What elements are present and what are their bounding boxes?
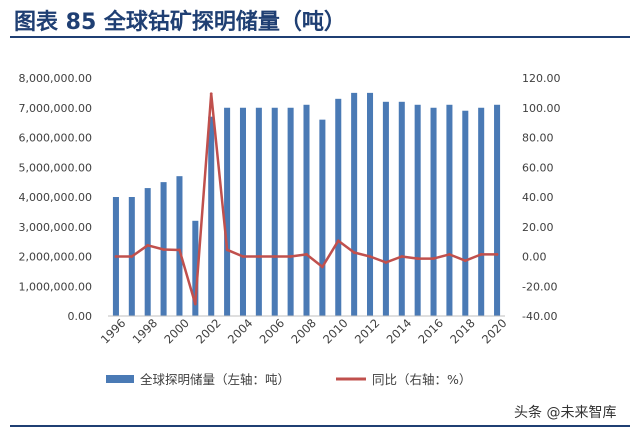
x-tick-label: 2002 [193,316,224,347]
legend-label-yoy: 同比（右轴：%） [372,372,471,387]
line-point-2011 [352,251,356,254]
line-point-2017 [448,253,451,256]
line-point-2005 [257,255,261,258]
x-tick-label: 2018 [447,316,478,347]
bar-2018 [462,110,469,316]
line-point-2018 [463,259,467,263]
line-point-2020 [495,253,499,256]
y-right-tick-label: 60.00 [522,161,554,174]
y-right-tick-label: 40.00 [522,191,554,204]
x-tick-label: 2008 [288,316,319,347]
y-right-tick-label: 0.00 [522,251,547,264]
bar-2001 [192,220,199,316]
line-point-2010 [336,239,340,243]
bar-2008 [303,104,310,317]
bar-2016 [430,107,437,316]
x-tick-label: 2014 [384,316,415,347]
line-point-2012 [368,255,372,258]
line-point-1998 [146,243,150,247]
line-point-2001 [193,302,197,306]
watermark: 头条 @未来智库 [514,405,617,421]
y-right-tick-label: 100.00 [522,102,561,115]
bar-2002 [208,116,215,316]
y-right-tick-label: 120.00 [522,72,561,85]
bar-2017 [446,104,453,317]
bar-2013 [382,101,389,316]
bar-2006 [271,107,278,316]
legend-swatch-reserves [106,375,134,383]
y-left-tick-label: 6,000,000.00 [19,132,92,145]
bar-2007 [287,107,294,316]
x-tick-label: 2000 [161,316,192,347]
x-tick-label: 1996 [98,316,129,347]
line-point-2007 [289,255,293,258]
line-point-1996 [114,255,118,258]
bar-2015 [414,104,421,317]
line-point-2003 [225,248,229,252]
bar-2005 [255,107,262,316]
bar-2009 [319,119,326,317]
x-tick-label: 2020 [479,316,510,347]
line-point-2004 [241,255,245,258]
line-point-2002 [209,92,213,96]
line-point-2019 [479,253,483,256]
x-tick-label: 2004 [225,316,256,347]
bar-2019 [478,107,485,316]
y-left-tick-label: 5,000,000.00 [19,161,92,174]
title-rule [10,36,630,38]
bar-2020 [494,104,501,317]
y-right-tick-label: -20.00 [522,280,557,293]
line-point-2014 [400,255,404,258]
line-point-1997 [130,255,134,258]
y-left-tick-label: 4,000,000.00 [19,191,92,204]
x-tick-label: 1998 [130,316,161,347]
line-point-2008 [305,253,308,256]
bar-2000 [176,176,183,316]
x-tick-label: 2016 [415,316,446,347]
y-left-tick-label: 1,000,000.00 [19,280,92,293]
y-right-tick-label: 80.00 [522,132,554,145]
legend-label-reserves: 全球探明储量（左轴：吨） [140,372,290,387]
bar-2010 [335,98,342,316]
y-left-tick-label: 7,000,000.00 [19,102,92,115]
x-tick-label: 2012 [352,316,383,347]
y-right-tick-label: -40.00 [522,310,557,323]
bottom-rule [10,425,630,427]
line-point-2013 [384,261,388,264]
bar-2011 [351,92,358,316]
line-point-2006 [273,255,277,258]
line-point-1999 [162,248,165,251]
bar-1998 [144,188,151,316]
bar-2004 [239,107,246,316]
bar-2012 [367,92,374,316]
y-left-tick-label: 3,000,000.00 [19,221,92,234]
y-left-tick-label: 0.00 [68,310,93,323]
y-left-tick-label: 8,000,000.00 [19,72,92,85]
line-point-2015 [416,257,420,260]
bar-2003 [224,107,231,316]
bar-2014 [398,101,405,316]
figure-title: 图表 85 全球钴矿探明储量（吨） [14,10,346,35]
line-point-2009 [320,265,324,269]
line-point-2000 [178,248,181,252]
x-tick-label: 2010 [320,316,351,347]
y-left-tick-label: 2,000,000.00 [19,251,92,264]
line-point-2016 [432,257,435,260]
y-right-tick-label: 20.00 [522,221,554,234]
x-tick-label: 2006 [257,316,288,347]
